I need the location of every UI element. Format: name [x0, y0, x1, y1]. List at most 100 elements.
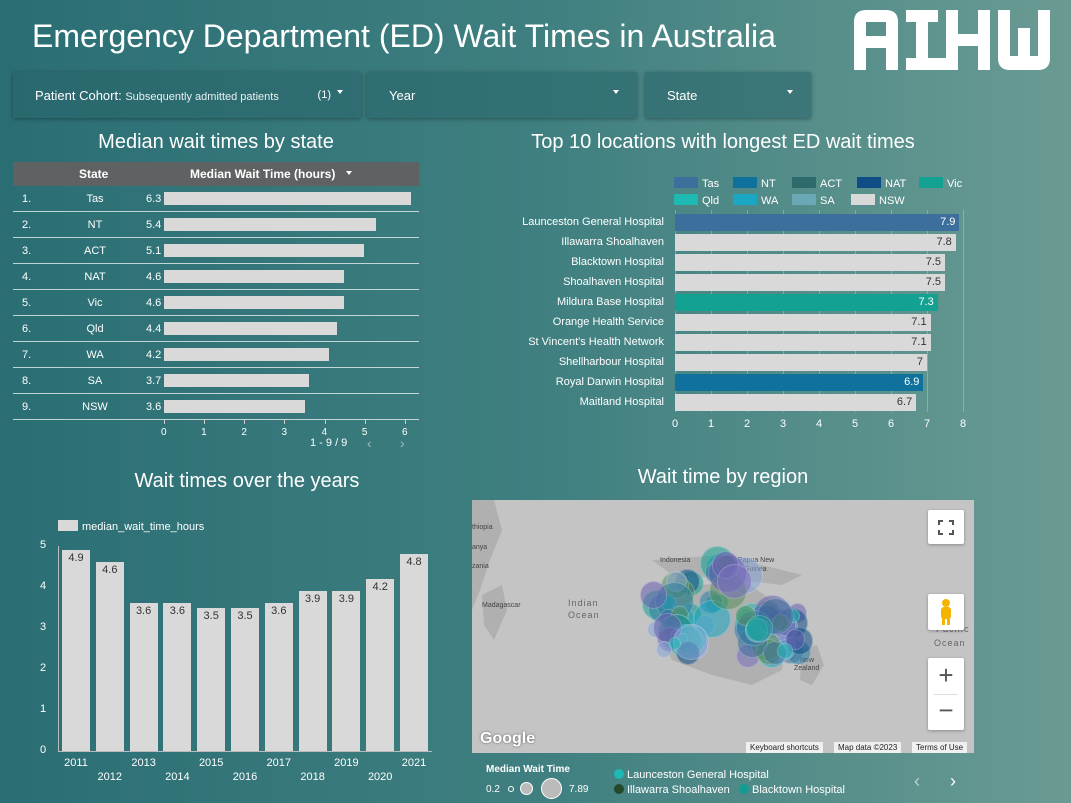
map-legend-max: 7.89: [569, 784, 589, 795]
bar[interactable]: [675, 294, 938, 311]
x-tick-label: 2015: [198, 757, 224, 769]
pegman-icon: [941, 599, 951, 625]
fullscreen-button[interactable]: [928, 510, 964, 544]
gridline: [711, 210, 712, 412]
table-row[interactable]: 8. SA 3.7: [13, 368, 419, 394]
next-page-icon[interactable]: ›: [400, 435, 405, 451]
legend-label: Vic: [947, 178, 963, 190]
bar[interactable]: [95, 562, 124, 751]
x-tick-label: 4: [816, 418, 823, 430]
legend-swatch: [792, 177, 816, 188]
bar[interactable]: [675, 314, 931, 331]
bar[interactable]: [231, 607, 259, 751]
data-label: 7.8: [936, 236, 952, 248]
table-row[interactable]: 9. NSW 3.6: [13, 394, 419, 420]
data-label: 3.5: [237, 609, 253, 622]
bar[interactable]: [129, 603, 158, 751]
gridline: [819, 210, 820, 412]
table-row[interactable]: 3. ACT 5.1: [13, 238, 419, 264]
row-bar: [164, 218, 376, 231]
table-row[interactable]: 6. Qld 4.4: [13, 316, 419, 342]
table-row[interactable]: 7. WA 4.2: [13, 342, 419, 368]
col-header-state[interactable]: State: [79, 167, 109, 181]
terms-link[interactable]: Terms of Use: [912, 742, 968, 753]
table-row[interactable]: 2. NT 5.4: [13, 212, 419, 238]
map-marker[interactable]: [777, 642, 793, 659]
legend-item-qld: Qld: [674, 194, 719, 207]
x-tick-label: 2016: [232, 771, 258, 783]
prev-page-icon[interactable]: ‹: [367, 435, 372, 451]
region-map[interactable]: thiopia anya zania Madagascar Indian Ocean Ind…: [472, 500, 974, 753]
data-label: 3.9: [304, 593, 321, 606]
bar[interactable]: [675, 214, 960, 231]
bar[interactable]: [400, 554, 428, 751]
hospital-legend-item: Launceston General Hospital: [614, 769, 769, 781]
bar[interactable]: [197, 607, 226, 751]
y-tick-label: 5: [40, 539, 47, 551]
legend-label: SA: [820, 195, 835, 207]
legend-swatch: [733, 194, 757, 205]
row-state: SA: [87, 375, 103, 387]
x-tick-label: 3: [281, 427, 288, 438]
row-rank: 2.: [22, 219, 32, 231]
state-filter[interactable]: State: [645, 72, 811, 118]
bar[interactable]: [675, 274, 945, 291]
x-tick-label: 2021: [401, 757, 427, 769]
legend-prev-icon[interactable]: ‹: [914, 771, 920, 791]
row-value: 4.6: [146, 297, 162, 309]
col-header-median[interactable]: Median Wait Time (hours): [190, 167, 336, 181]
map-marker[interactable]: [716, 563, 752, 599]
x-tick: [364, 420, 366, 424]
bar[interactable]: [332, 591, 361, 751]
bar[interactable]: [675, 354, 927, 371]
patient-cohort-filter[interactable]: Patient Cohort: Subsequently admitted pa…: [13, 72, 361, 118]
data-label: 7.1: [911, 316, 927, 328]
bar[interactable]: [675, 394, 917, 411]
row-rank: 6.: [22, 323, 32, 335]
legend-item-act: ACT: [792, 177, 842, 190]
year-filter[interactable]: Year: [367, 72, 637, 118]
bar[interactable]: [62, 550, 90, 751]
map-marker[interactable]: [655, 641, 673, 659]
bar[interactable]: [264, 603, 293, 751]
bar[interactable]: [675, 374, 924, 391]
bar[interactable]: [675, 234, 956, 251]
street-view-button[interactable]: [928, 594, 964, 630]
data-label: 7.5: [925, 276, 941, 288]
category-label: Orange Health Service: [552, 316, 664, 328]
gridline: [675, 210, 676, 412]
row-rank: 7.: [22, 349, 32, 361]
bar[interactable]: [163, 603, 192, 751]
zoom-controls[interactable]: + −: [928, 658, 964, 730]
hospital-legend-label: Launceston General Hospital: [627, 769, 769, 781]
bar[interactable]: [298, 591, 327, 751]
category-label: Royal Darwin Hospital: [555, 376, 664, 388]
row-rank: 8.: [22, 375, 32, 387]
map-marker[interactable]: [668, 637, 682, 650]
data-label: 7.5: [925, 256, 941, 268]
x-tick-label: 1: [708, 418, 715, 430]
data-label: 3.6: [135, 605, 152, 618]
table-row[interactable]: 5. Vic 4.6: [13, 290, 419, 316]
zoom-out-icon[interactable]: −: [938, 695, 954, 725]
map-marker[interactable]: [639, 581, 668, 609]
x-tick-label: 0: [161, 427, 167, 438]
table-row[interactable]: 4. NAT 4.6: [13, 264, 419, 290]
row-rank: 5.: [22, 297, 32, 309]
legend-next-icon[interactable]: ›: [950, 771, 956, 791]
row-value: 5.4: [146, 219, 162, 231]
zoom-in-icon[interactable]: +: [938, 660, 954, 690]
sort-desc-icon[interactable]: [346, 171, 352, 175]
row-state: WA: [86, 349, 104, 361]
map-marker[interactable]: [746, 614, 774, 642]
legend-large-circle-icon: [541, 778, 562, 799]
table-body: 1. Tas 6.3 2. NT 5.4 3. ACT 5.1 4. NAT 4.6 5. Vic 4.6 6…: [13, 186, 419, 420]
keyboard-shortcuts-link[interactable]: Keyboard shortcuts: [746, 742, 823, 753]
legend-item-vic: Vic: [919, 177, 962, 190]
bar[interactable]: [366, 578, 395, 751]
legend-item-tas: Tas: [674, 177, 719, 190]
bar[interactable]: [675, 254, 945, 271]
row-bar: [164, 192, 411, 205]
table-row[interactable]: 1. Tas 6.3: [13, 186, 419, 212]
bar[interactable]: [675, 334, 931, 351]
